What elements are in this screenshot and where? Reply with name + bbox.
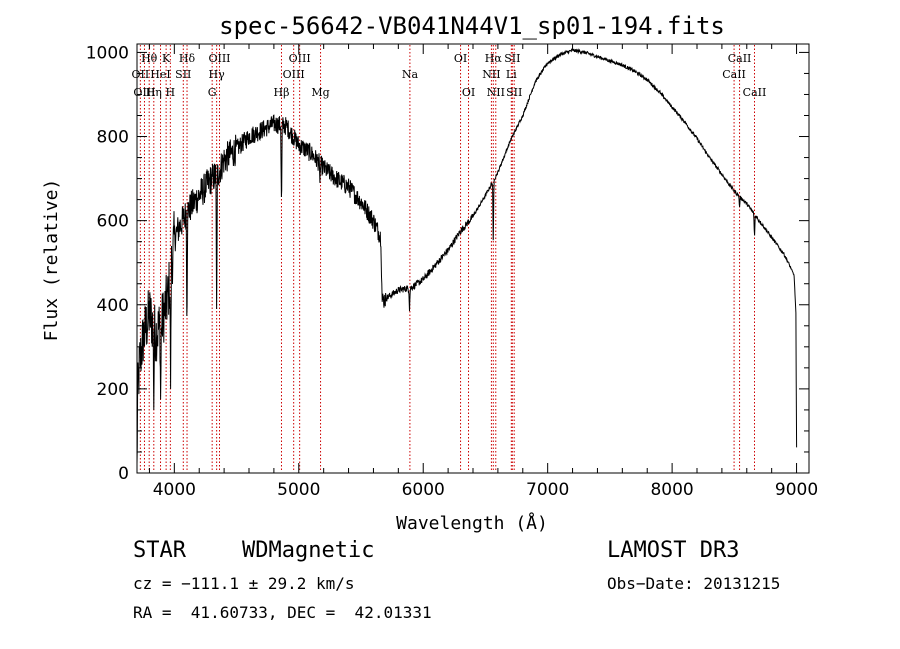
line-label-1: OII [132,68,150,81]
line-label-10: Hγ [209,68,226,81]
line-label-26: CaII [722,68,746,81]
line-label-14: Hβ [274,86,290,99]
line-label-9: OIII [208,52,230,65]
line-label-16: Na [402,68,419,81]
survey-name: LAMOST DR3 [607,538,740,563]
x-axis-label: Wavelength (Å) [396,512,548,534]
line-label-17: OI [454,52,467,65]
line-label-8: H [166,86,176,99]
line-label-12: OIII [289,52,311,65]
y-tick-label: 800 [97,128,129,148]
line-label-6: Hδ [179,52,196,65]
chart-title: spec-56642-VB041N44V1_sp01-194.fits [219,12,725,40]
redshift-cz: cz = −111.1 ± 29.2 km/s [133,574,355,593]
observation-date: Obs−Date: 20131215 [607,574,781,593]
y-tick-labels: 0 200 400 600 800 1000 [86,43,129,484]
spectral-line-labels: Hθ OII OIII K HeI Hη Hδ SII H OIII Hγ G OIII OIII Hβ Mg… [132,52,767,99]
line-label-0: Hθ [141,52,158,65]
line-label-24: SII [506,86,522,99]
line-label-3: K [162,52,171,65]
x-tick-label: 4000 [153,480,196,500]
x-tick-label: 9000 [775,480,818,500]
line-label-13: OIII [283,68,305,81]
x-tick-labels: 4000 5000 6000 7000 8000 9000 [153,480,818,500]
object-subclass: WDMagnetic [242,538,375,563]
line-label-7: SII [175,68,191,81]
plot-frame [136,43,810,474]
object-class: STAR [133,538,186,563]
line-label-23: Li [506,68,517,81]
y-tick-label: 400 [97,296,129,316]
line-label-19: Hα [485,52,503,65]
y-tick-label: 1000 [86,43,129,63]
ra-dec: RA = 41.60733, DEC = 42.01331 [133,603,432,622]
line-label-5: Hη [146,86,162,99]
line-label-15: Mg [311,86,329,99]
line-label-2: OIII [133,86,155,99]
axis-ticks [137,44,809,474]
line-label-22: SII [504,52,520,65]
y-tick-label: 0 [118,464,129,484]
spectral-line-markers [139,45,755,472]
line-label-27: CaII [743,86,767,99]
x-tick-label: 5000 [277,480,320,500]
line-label-21: NII [487,86,505,99]
line-label-4: HeI [150,68,170,81]
line-label-18: OI [462,86,475,99]
line-label-20: NII [482,68,500,81]
y-tick-label: 600 [97,212,129,232]
y-axis-label: Flux (relative) [41,179,62,342]
plot-area: Hθ OII OIII K HeI Hη Hδ SII H OIII Hγ G OIII OIII Hβ Mg… [86,43,818,500]
x-tick-label: 8000 [650,480,693,500]
flux-trace [136,48,798,464]
y-tick-label: 200 [97,380,129,400]
x-tick-label: 6000 [402,480,445,500]
line-label-11: G [208,86,217,99]
x-tick-label: 7000 [526,480,569,500]
line-label-25: CaII [728,52,752,65]
